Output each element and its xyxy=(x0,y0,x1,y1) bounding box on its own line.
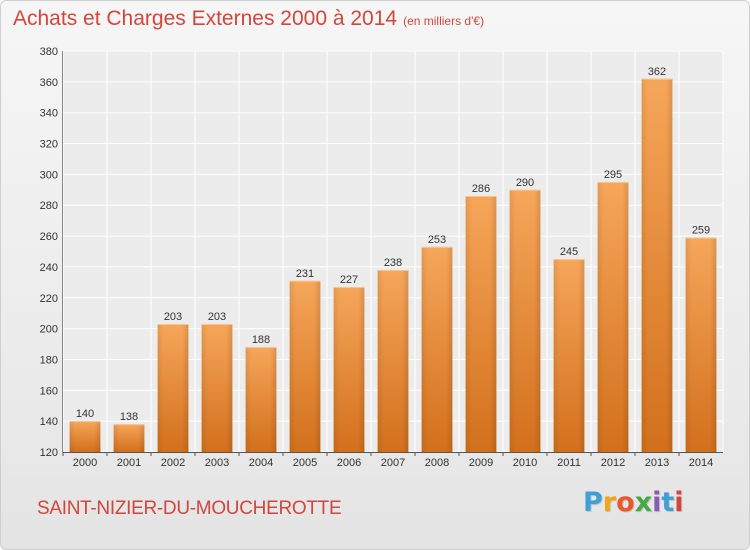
y-tick-label: 380 xyxy=(40,46,58,58)
bar-2009 xyxy=(465,195,497,452)
bar-2005 xyxy=(289,280,321,452)
y-tick-label: 160 xyxy=(40,385,58,397)
data-label: 253 xyxy=(428,234,446,246)
x-tick-label: 2011 xyxy=(557,457,581,469)
data-label: 188 xyxy=(252,334,270,346)
bar-2014 xyxy=(685,237,717,452)
y-tick-label: 340 xyxy=(40,108,58,120)
y-tick-label: 200 xyxy=(40,324,58,336)
data-label: 138 xyxy=(120,411,138,423)
commune-name: SAINT-NIZIER-DU-MOUCHEROTTE xyxy=(37,498,342,519)
proxiti-logo: Proxiti xyxy=(583,487,684,518)
data-label: 203 xyxy=(164,311,182,323)
y-tick-label: 120 xyxy=(40,447,58,459)
x-tick-label: 2002 xyxy=(161,457,185,469)
data-label: 231 xyxy=(296,268,314,280)
logo-letter: o xyxy=(616,487,635,518)
data-label: 290 xyxy=(516,177,534,189)
data-label: 238 xyxy=(384,257,402,269)
data-label: 286 xyxy=(472,183,490,195)
x-tick-label: 2006 xyxy=(337,457,361,469)
y-tick-label: 140 xyxy=(40,416,58,428)
bar-2006 xyxy=(333,286,365,452)
bar-2008 xyxy=(421,246,453,452)
y-tick-label: 220 xyxy=(40,293,58,305)
axis-layer: 120 140 160 180 200 220 240 260 280 300 320 340 360 3… xyxy=(40,46,723,469)
x-tick-label: 2004 xyxy=(249,457,273,469)
logo-letter: i xyxy=(652,487,662,518)
title-text: Achats et Charges Externes 2000 à 2014 xyxy=(13,7,398,30)
data-label: 227 xyxy=(340,274,358,286)
data-label: 259 xyxy=(692,225,710,237)
bar-2011 xyxy=(553,259,585,452)
data-label: 295 xyxy=(604,169,622,181)
y-tick-label: 260 xyxy=(40,231,58,243)
y-tick-label: 280 xyxy=(40,200,58,212)
logo-letter: r xyxy=(602,487,617,518)
y-tick-label: 360 xyxy=(40,77,58,89)
bar-2004 xyxy=(245,347,277,452)
bar-2001 xyxy=(113,424,145,452)
data-label: 203 xyxy=(208,311,226,323)
x-tick-label: 2014 xyxy=(689,457,713,469)
chart-title: Achats et Charges Externes 2000 à 2014 (e… xyxy=(13,7,484,31)
title-unit: (en milliers d'€) xyxy=(403,14,485,28)
bar-2012 xyxy=(597,182,629,452)
x-tick-label: 2003 xyxy=(205,457,229,469)
bar-2010 xyxy=(509,189,541,453)
x-tick-label: 2000 xyxy=(73,457,97,469)
x-tick-label: 2001 xyxy=(117,457,141,469)
x-tick-label: 2010 xyxy=(513,457,537,469)
y-tick-label: 180 xyxy=(40,354,58,366)
logo-letter: x xyxy=(634,487,653,518)
data-label: 245 xyxy=(560,246,578,258)
x-tick-label: 2013 xyxy=(645,457,669,469)
x-tick-label: 2009 xyxy=(469,457,493,469)
bar-2003 xyxy=(201,323,233,452)
logo-letter: i xyxy=(674,487,684,518)
bar-2007 xyxy=(377,270,409,452)
logo-letter: t xyxy=(661,487,675,518)
data-label: 140 xyxy=(76,408,94,420)
y-tick-label: 300 xyxy=(40,169,58,181)
bar-2000 xyxy=(69,421,101,452)
x-tick-label: 2008 xyxy=(425,457,449,469)
y-tick-label: 240 xyxy=(40,262,58,274)
y-tick-label: 320 xyxy=(40,139,58,151)
x-tick-label: 2012 xyxy=(601,457,625,469)
logo-letter: P xyxy=(583,487,603,518)
bar-2002 xyxy=(157,323,189,452)
data-label: 362 xyxy=(648,66,666,78)
x-tick-label: 2005 xyxy=(293,457,317,469)
x-tick-label: 2007 xyxy=(381,457,405,469)
bar-2013 xyxy=(641,78,673,452)
